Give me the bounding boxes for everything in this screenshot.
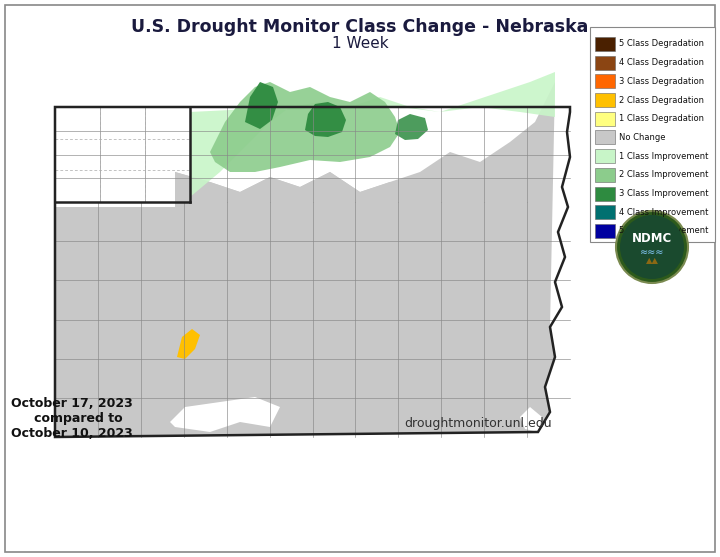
Bar (595, 187, 615, 201)
Circle shape (616, 211, 688, 283)
Polygon shape (245, 82, 278, 129)
Bar (595, 93, 615, 107)
Text: 1 Class Degradation: 1 Class Degradation (619, 114, 704, 123)
Text: 3 Class Improvement: 3 Class Improvement (619, 189, 708, 198)
Bar (595, 112, 615, 126)
Bar (595, 75, 615, 89)
Polygon shape (210, 82, 400, 172)
Text: U.S. Drought Monitor Class Change - Nebraska: U.S. Drought Monitor Class Change - Nebr… (131, 18, 589, 36)
Polygon shape (177, 329, 200, 359)
Text: 4 Class Improvement: 4 Class Improvement (619, 208, 708, 217)
Bar (595, 224, 615, 238)
Text: 2 Class Degradation: 2 Class Degradation (619, 96, 704, 105)
Polygon shape (305, 102, 346, 137)
Polygon shape (190, 72, 555, 197)
Polygon shape (395, 114, 428, 140)
Polygon shape (55, 82, 555, 437)
Bar (595, 168, 615, 182)
Polygon shape (55, 172, 538, 437)
Text: 5 Class Improvement: 5 Class Improvement (619, 227, 708, 236)
Text: 1 Week: 1 Week (332, 37, 388, 51)
Bar (595, 130, 615, 144)
Text: 4 Class Degradation: 4 Class Degradation (619, 58, 704, 67)
Polygon shape (170, 397, 280, 432)
Bar (590, 27, 715, 242)
Bar (595, 206, 615, 219)
Text: ≈≈≈: ≈≈≈ (640, 247, 664, 257)
Bar (595, 56, 615, 70)
Text: 5 Class Degradation: 5 Class Degradation (619, 40, 704, 48)
Bar (595, 149, 615, 163)
Text: 2 Class Improvement: 2 Class Improvement (619, 170, 708, 179)
Circle shape (620, 215, 684, 279)
Text: October 17, 2023
   compared to
October 10, 2023: October 17, 2023 compared to October 10,… (11, 397, 133, 440)
Text: 1 Class Improvement: 1 Class Improvement (619, 152, 708, 160)
Text: ▲▲: ▲▲ (646, 257, 659, 266)
Text: 3 Class Degradation: 3 Class Degradation (619, 77, 704, 86)
Text: No Change: No Change (619, 133, 665, 142)
Text: droughtmonitor.unl.edu: droughtmonitor.unl.edu (404, 418, 552, 431)
Bar (595, 37, 615, 51)
Polygon shape (520, 407, 542, 432)
Polygon shape (55, 107, 570, 437)
Text: NDMC: NDMC (632, 232, 672, 246)
